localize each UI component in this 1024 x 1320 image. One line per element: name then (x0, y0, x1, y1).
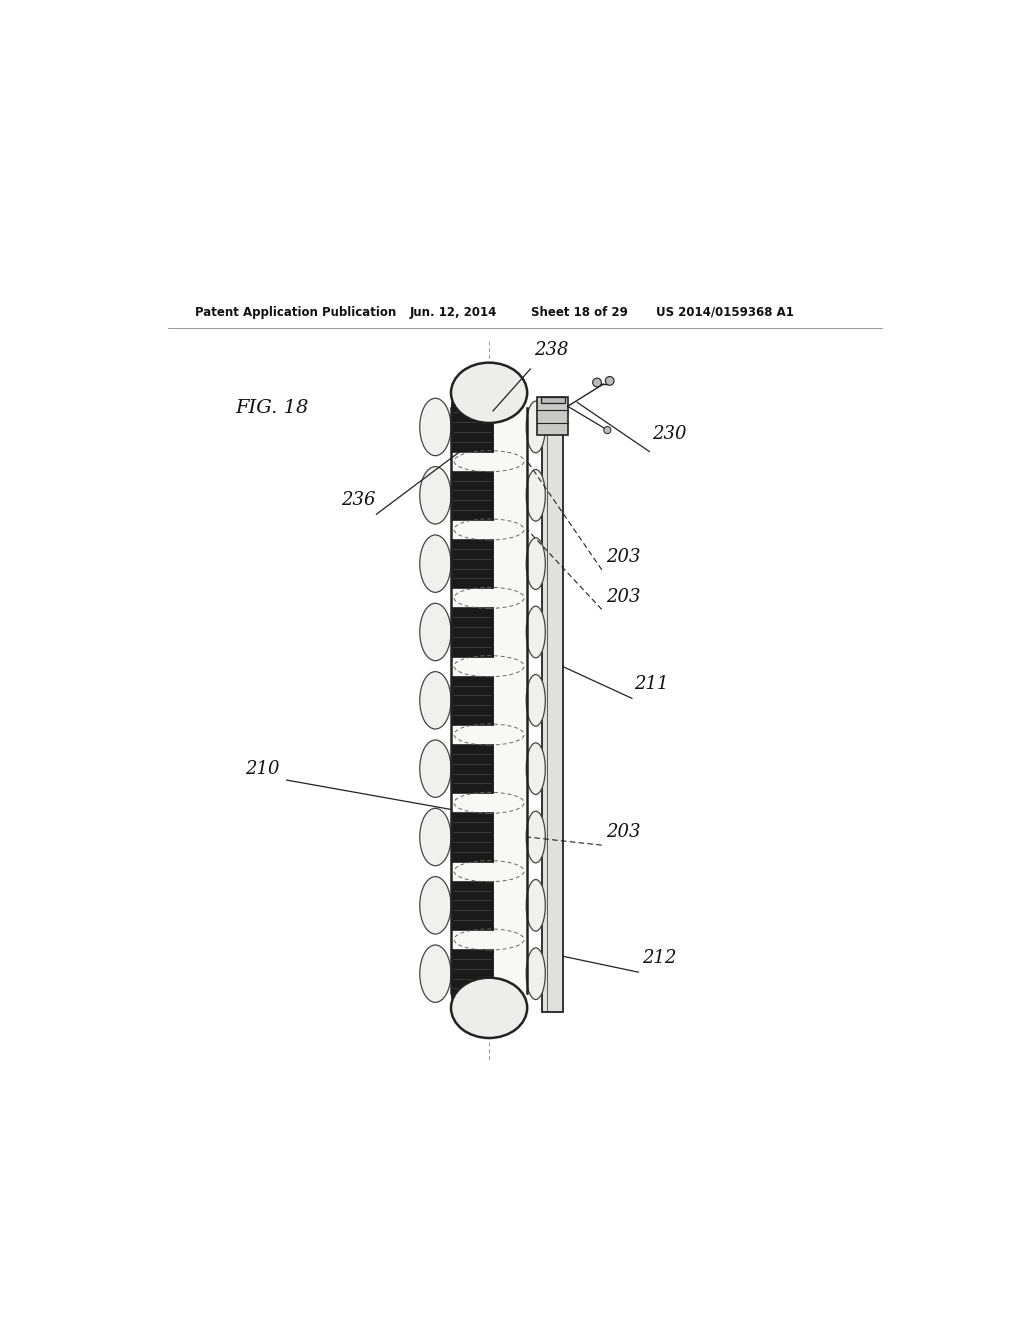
Text: Sheet 18 of 29: Sheet 18 of 29 (531, 306, 628, 319)
Circle shape (605, 376, 614, 385)
Bar (451, 880, 493, 931)
Text: 210: 210 (246, 760, 280, 777)
Ellipse shape (526, 537, 545, 590)
Ellipse shape (420, 741, 451, 797)
Ellipse shape (526, 812, 545, 863)
Ellipse shape (526, 743, 545, 795)
Bar (543, 405, 563, 1012)
Text: Patent Application Publication: Patent Application Publication (196, 306, 396, 319)
Text: 203: 203 (606, 824, 640, 841)
Bar (541, 397, 564, 403)
Text: 211: 211 (634, 675, 669, 693)
Bar (451, 607, 493, 656)
Ellipse shape (526, 606, 545, 657)
Text: 236: 236 (341, 491, 375, 508)
Bar (451, 676, 493, 725)
Text: US 2014/0159368 A1: US 2014/0159368 A1 (655, 306, 794, 319)
Ellipse shape (420, 603, 451, 661)
Bar (538, 397, 567, 434)
Ellipse shape (451, 363, 527, 422)
Text: 230: 230 (652, 425, 686, 442)
Text: 203: 203 (606, 587, 640, 606)
Bar (451, 393, 527, 1008)
Bar (451, 539, 493, 589)
Ellipse shape (526, 675, 545, 726)
Text: FIG. 18: FIG. 18 (236, 399, 308, 417)
Ellipse shape (420, 808, 451, 866)
Circle shape (593, 378, 601, 387)
Ellipse shape (420, 399, 451, 455)
Ellipse shape (420, 672, 451, 729)
Ellipse shape (420, 535, 451, 593)
Text: 203: 203 (606, 548, 640, 566)
Ellipse shape (526, 470, 545, 521)
Ellipse shape (420, 466, 451, 524)
Ellipse shape (526, 401, 545, 453)
Ellipse shape (526, 948, 545, 999)
Bar (451, 949, 493, 998)
Circle shape (604, 426, 611, 434)
Ellipse shape (526, 879, 545, 931)
Ellipse shape (420, 945, 451, 1002)
Bar (451, 744, 493, 793)
Text: 238: 238 (535, 341, 568, 359)
Text: Jun. 12, 2014: Jun. 12, 2014 (410, 306, 497, 319)
Ellipse shape (451, 978, 527, 1038)
Bar (451, 471, 493, 520)
Bar (451, 812, 493, 862)
Bar (451, 403, 493, 451)
Ellipse shape (420, 876, 451, 935)
Text: 212: 212 (642, 949, 677, 966)
